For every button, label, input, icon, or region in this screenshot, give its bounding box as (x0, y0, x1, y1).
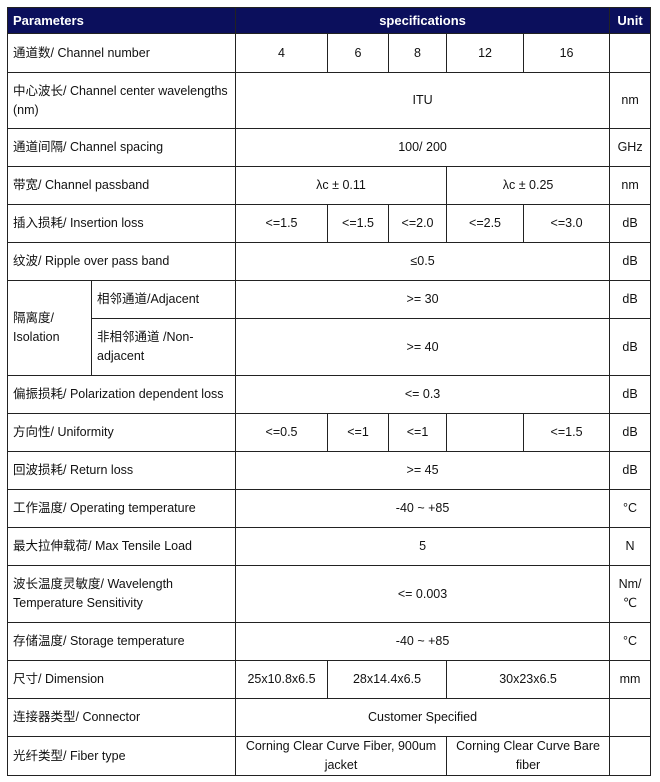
value-cell: <= 0.3 (235, 375, 611, 414)
parameter-cell: 通道间隔/ Channel spacing (6, 128, 237, 167)
value-cell: <=1 (388, 413, 448, 452)
parameter-cell: 回波损耗/ Return loss (6, 451, 237, 490)
table-row: 波长温度灵敏度/ Wavelength Temperature Sensitiv… (6, 565, 652, 623)
value-cell: >= 30 (235, 280, 611, 319)
parameter-cell: 纹波/ Ripple over pass band (6, 242, 237, 281)
unit-cell: dB (609, 318, 652, 376)
parameter-cell: 带宽/ Channel passband (6, 166, 237, 205)
header-parameters: Parameters (6, 7, 237, 34)
unit-cell: mm (609, 660, 652, 699)
table-row: 连接器类型/ Connector Customer Specified (6, 698, 652, 737)
header-specifications: specifications (235, 7, 611, 34)
unit-cell: nm (609, 72, 652, 129)
parameter-cell: 连接器类型/ Connector (6, 698, 237, 737)
table-row: 最大拉伸载荷/ Max Tensile Load 5 N (6, 527, 652, 566)
header-unit: Unit (609, 7, 652, 34)
unit-cell: nm (609, 166, 652, 205)
value-cell: 25x10.8x6.5 (235, 660, 329, 699)
value-cell: -40 ~ +85 (235, 622, 611, 661)
unit-cell: dB (609, 204, 652, 243)
unit-cell: dB (609, 375, 652, 414)
value-cell: <=0.5 (235, 413, 329, 452)
unit-cell: dB (609, 280, 652, 319)
unit-cell: GHz (609, 128, 652, 167)
value-cell: Corning Clear Curve Fiber, 900um jacket (235, 736, 448, 776)
header-row: Parameters specifications Unit (6, 7, 652, 34)
unit-cell: Nm/ ℃ (609, 565, 652, 623)
value-cell: <=1.5 (235, 204, 329, 243)
group-label-cell: 隔离度/ Isolation (7, 280, 92, 376)
parameter-cell: 最大拉伸载荷/ Max Tensile Load (6, 527, 237, 566)
unit-cell: °C (609, 489, 652, 528)
table-row: 回波损耗/ Return loss >= 45 dB (6, 451, 652, 490)
unit-cell (609, 698, 652, 737)
table-row: 带宽/ Channel passband λc ± 0.11 λc ± 0.25 nm (6, 166, 652, 205)
table-row: 存储温度/ Storage temperature -40 ~ +85 °C (6, 622, 652, 661)
unit-cell: dB (609, 242, 652, 281)
unit-cell (609, 33, 652, 73)
parameter-cell: 中心波长/ Channel center wavelengths (nm) (6, 72, 237, 129)
value-cell: ITU (235, 72, 611, 129)
value-cell: Customer Specified (235, 698, 611, 737)
table-row: 工作温度/ Operating temperature -40 ~ +85 °C (6, 489, 652, 528)
value-cell: Corning Clear Curve Bare fiber (446, 736, 611, 776)
value-cell: <=1.5 (523, 413, 611, 452)
value-cell: 12 (446, 33, 525, 73)
value-cell: <=1.5 (327, 204, 390, 243)
table-row: 中心波长/ Channel center wavelengths (nm) ITU… (6, 72, 652, 129)
value-cell: <=3.0 (523, 204, 611, 243)
unit-cell: dB (609, 451, 652, 490)
table-row: 偏振损耗/ Polarization dependent loss <= 0.3 d… (6, 375, 652, 414)
parameter-cell: 相邻通道/Adjacent (90, 280, 237, 319)
value-cell: 100/ 200 (235, 128, 611, 167)
value-cell: 4 (235, 33, 329, 73)
parameter-cell: 波长温度灵敏度/ Wavelength Temperature Sensitiv… (6, 565, 237, 623)
unit-cell: dB (609, 413, 652, 452)
value-cell: <= 0.003 (235, 565, 611, 623)
table-row: 方向性/ Uniformity <=0.5 <=1 <=1 <=1.5 dB (6, 413, 652, 452)
parameter-cell: 通道数/ Channel number (6, 33, 237, 73)
value-cell: 30x23x6.5 (446, 660, 611, 699)
table-row: 隔离度/ Isolation 相邻通道/Adjacent >= 30 dB (7, 280, 652, 376)
value-cell: >= 40 (235, 318, 611, 376)
table-row: 尺寸/ Dimension 25x10.8x6.5 28x14.4x6.5 30x23… (6, 660, 652, 699)
parameter-cell: 存储温度/ Storage temperature (6, 622, 237, 661)
unit-cell (609, 736, 652, 776)
value-cell: 28x14.4x6.5 (327, 660, 448, 699)
value-cell: λc ± 0.25 (446, 166, 611, 205)
parameter-cell: 非相邻通道 /Non-adjacent (90, 318, 237, 376)
unit-cell: N (609, 527, 652, 566)
value-cell: 6 (327, 33, 390, 73)
value-cell: <=2.5 (446, 204, 525, 243)
value-cell: ≤0.5 (235, 242, 611, 281)
unit-cell: °C (609, 622, 652, 661)
value-cell: -40 ~ +85 (235, 489, 611, 528)
value-cell: 16 (523, 33, 611, 73)
value-cell: <=1 (327, 413, 390, 452)
table-row: 纹波/ Ripple over pass band ≤0.5 dB (6, 242, 652, 281)
value-cell: >= 45 (235, 451, 611, 490)
value-cell (446, 413, 525, 452)
value-cell: 8 (388, 33, 448, 73)
table-row: 插入损耗/ Insertion loss <=1.5 <=1.5 <=2.0 <=2.5… (6, 204, 652, 243)
parameter-cell: 尺寸/ Dimension (6, 660, 237, 699)
value-cell: λc ± 0.11 (235, 166, 448, 205)
parameter-cell: 工作温度/ Operating temperature (6, 489, 237, 528)
value-cell: <=2.0 (388, 204, 448, 243)
parameter-cell: 插入损耗/ Insertion loss (6, 204, 237, 243)
parameter-cell: 偏振损耗/ Polarization dependent loss (6, 375, 237, 414)
table-row: 通道数/ Channel number 4 6 8 12 16 (6, 33, 652, 73)
parameter-cell: 方向性/ Uniformity (6, 413, 237, 452)
parameter-cell: 光纤类型/ Fiber type (6, 736, 237, 776)
table-row: 光纤类型/ Fiber type Corning Clear Curve Fibe… (6, 736, 652, 776)
table-row: 非相邻通道 /Non-adjacent >= 40 dB (8, 318, 652, 376)
table-row: 通道间隔/ Channel spacing 100/ 200 GHz (6, 128, 652, 167)
specifications-table: Parameters specifications Unit 通道数/ Chan… (6, 7, 652, 776)
value-cell: 5 (235, 527, 611, 566)
